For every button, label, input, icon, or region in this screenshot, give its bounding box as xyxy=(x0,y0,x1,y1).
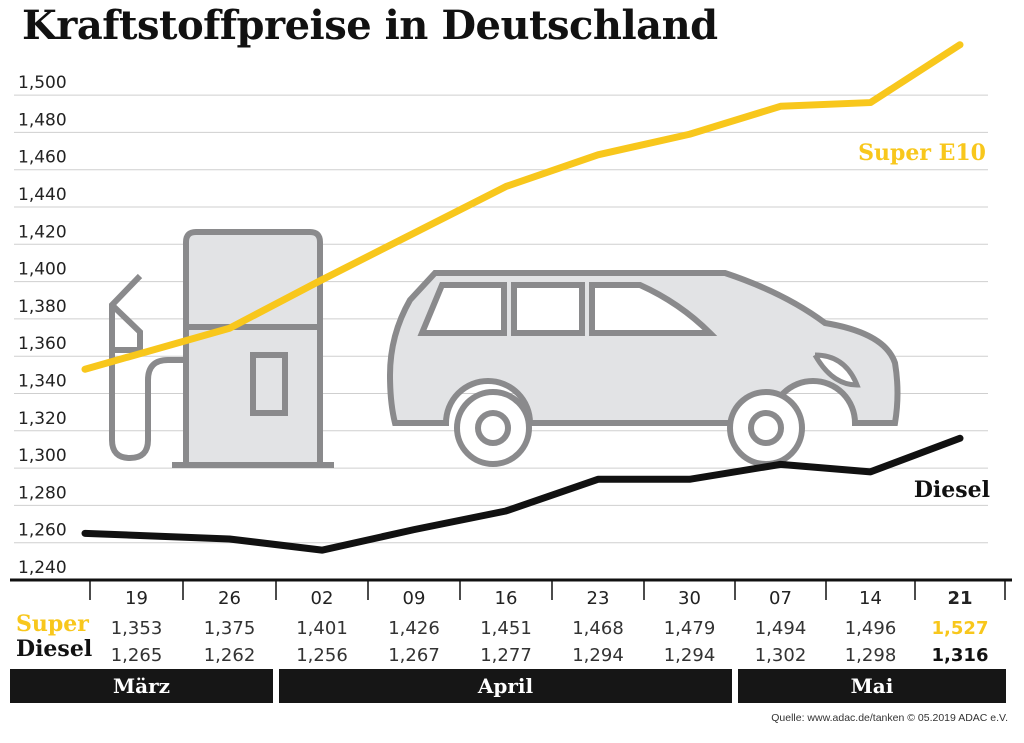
table-cell: 1,496 xyxy=(845,618,897,639)
table-cell: 1,353 xyxy=(111,618,163,639)
table-cell: 1,401 xyxy=(296,618,348,639)
month-label: April xyxy=(279,669,732,703)
x-tick-label: 26 xyxy=(218,588,241,609)
x-tick-label: 02 xyxy=(311,588,334,609)
table-cell: 1,426 xyxy=(388,618,440,639)
table-cell: 1,294 xyxy=(664,645,716,666)
car-wheel-icon xyxy=(748,410,784,446)
x-tick-label: 16 xyxy=(495,588,518,609)
table-cell: 1,302 xyxy=(755,645,807,666)
table-cell: 1,294 xyxy=(572,645,624,666)
table-cell: 1,265 xyxy=(111,645,163,666)
fuel-nozzle-icon xyxy=(109,273,186,462)
table-cell: 1,256 xyxy=(296,645,348,666)
x-tick-label: 14 xyxy=(859,588,882,609)
car-wheel-icon xyxy=(475,410,511,446)
y-tick-label: 1,240 xyxy=(18,558,67,578)
table-cell: 1,277 xyxy=(480,645,532,666)
table-cell: 1,479 xyxy=(664,618,716,639)
y-tick-label: 1,400 xyxy=(18,260,67,280)
car-headlight-icon xyxy=(812,352,861,388)
table-cell: 1,494 xyxy=(755,618,807,639)
x-tick-label: 21 xyxy=(947,588,972,609)
series-line-super xyxy=(81,41,964,373)
table-cell: 1,527 xyxy=(932,618,989,639)
y-tick-label: 1,500 xyxy=(18,73,67,93)
month-label: März xyxy=(10,669,273,703)
y-tick-label: 1,460 xyxy=(18,148,67,168)
chart-title: Kraftstoffpreise in Deutschland xyxy=(22,2,718,49)
table-cell: 1,468 xyxy=(572,618,624,639)
table-cell: 1,298 xyxy=(845,645,897,666)
x-tick-label: 30 xyxy=(678,588,701,609)
table-cell: 1,316 xyxy=(932,645,989,666)
y-tick-label: 1,480 xyxy=(18,110,67,130)
y-tick-label: 1,360 xyxy=(18,334,67,354)
month-label: Mai xyxy=(738,669,1006,703)
y-tick-label: 1,300 xyxy=(18,446,67,466)
table-cell: 1,451 xyxy=(480,618,532,639)
y-tick-label: 1,320 xyxy=(18,409,67,429)
y-tick-label: 1,380 xyxy=(18,297,67,317)
x-tick-label: 23 xyxy=(587,588,610,609)
legend-super-e10: Super E10 xyxy=(858,140,986,166)
x-tick-label: 09 xyxy=(403,588,426,609)
car-window-icon xyxy=(417,282,718,336)
fuel-pump-icon xyxy=(183,229,323,468)
row-label-diesel: Diesel xyxy=(16,636,92,662)
legend-diesel: Diesel xyxy=(914,477,990,503)
y-tick-label: 1,260 xyxy=(18,521,67,541)
y-tick-label: 1,420 xyxy=(18,222,67,242)
source-note: Quelle: www.adac.de/tanken © 05.2019 ADA… xyxy=(771,712,1008,724)
fuel-pump-icon xyxy=(250,352,288,416)
car-wheel-icon xyxy=(727,389,805,467)
y-tick-label: 1,340 xyxy=(18,372,67,392)
car-wheel-icon xyxy=(454,389,532,467)
y-tick-label: 1,280 xyxy=(18,483,67,503)
row-label-super: Super xyxy=(16,611,89,637)
table-cell: 1,375 xyxy=(204,618,256,639)
x-tick-label: 19 xyxy=(125,588,148,609)
x-tick-label: 07 xyxy=(769,588,792,609)
y-tick-label: 1,440 xyxy=(18,185,67,205)
table-cell: 1,267 xyxy=(388,645,440,666)
table-cell: 1,262 xyxy=(204,645,256,666)
series-line-diesel xyxy=(81,434,964,554)
